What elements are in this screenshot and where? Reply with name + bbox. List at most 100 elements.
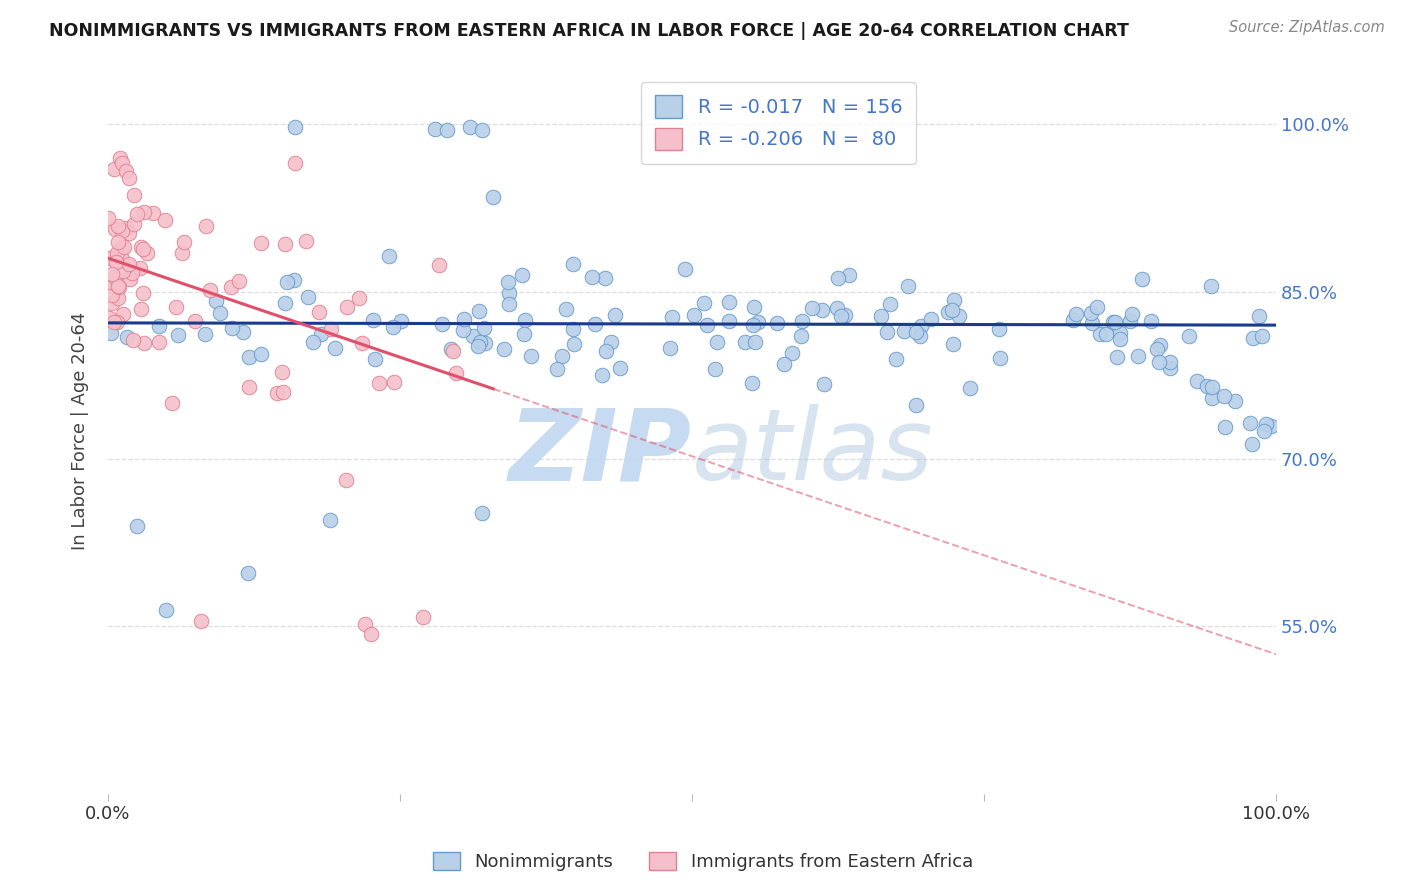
Point: [129, 301, 152, 316]
Point: [100, 296, 122, 310]
Point: [208, 305, 231, 319]
Y-axis label: In Labor Force | Age 20-64: In Labor Force | Age 20-64: [72, 312, 89, 550]
Point: [1081, 316, 1104, 330]
Point: [591, 368, 613, 383]
Point: [458, 120, 481, 134]
Point: [744, 335, 766, 350]
Point: [1126, 349, 1149, 363]
Point: [121, 266, 143, 280]
Point: [830, 309, 852, 323]
Point: [440, 342, 463, 356]
Point: [453, 311, 475, 326]
Point: [603, 308, 626, 322]
Point: [471, 123, 494, 137]
Point: [381, 320, 404, 334]
Point: [271, 364, 294, 378]
Point: [127, 206, 149, 220]
Point: [118, 272, 141, 286]
Point: [148, 319, 170, 334]
Point: [153, 213, 176, 227]
Point: [284, 156, 307, 170]
Point: [127, 519, 149, 533]
Point: [221, 321, 243, 335]
Point: [1201, 380, 1223, 394]
Point: [1121, 307, 1143, 321]
Point: [132, 335, 155, 350]
Point: [323, 341, 346, 355]
Point: [718, 294, 741, 309]
Point: [1108, 326, 1130, 340]
Point: [105, 255, 128, 269]
Point: [441, 343, 464, 358]
Point: [249, 236, 271, 251]
Point: [436, 123, 458, 137]
Point: [308, 305, 330, 319]
Point: [471, 506, 494, 520]
Point: [121, 333, 143, 347]
Point: [551, 349, 574, 363]
Point: [184, 314, 207, 328]
Point: [562, 322, 585, 336]
Point: [1104, 315, 1126, 329]
Point: [132, 242, 155, 256]
Point: [467, 303, 489, 318]
Point: [782, 346, 804, 360]
Point: [302, 335, 325, 350]
Point: [790, 328, 813, 343]
Point: [101, 287, 124, 301]
Point: [1062, 313, 1084, 327]
Point: [319, 322, 342, 336]
Point: [693, 296, 716, 310]
Point: [904, 325, 927, 339]
Point: [107, 235, 129, 250]
Point: [661, 310, 683, 325]
Point: [361, 312, 384, 326]
Point: [114, 221, 136, 235]
Point: [910, 329, 932, 343]
Point: [472, 321, 495, 335]
Point: [897, 279, 920, 293]
Point: [834, 308, 856, 322]
Point: [1140, 314, 1163, 328]
Point: [717, 314, 740, 328]
Point: [683, 308, 706, 322]
Point: [427, 259, 450, 273]
Point: [349, 291, 371, 305]
Point: [97, 211, 120, 226]
Point: [734, 334, 756, 349]
Point: [250, 347, 273, 361]
Point: [190, 614, 212, 628]
Point: [941, 303, 963, 318]
Text: Source: ZipAtlas.com: Source: ZipAtlas.com: [1229, 20, 1385, 35]
Point: [561, 257, 583, 271]
Point: [335, 473, 357, 487]
Text: atlas: atlas: [692, 404, 934, 501]
Point: [266, 386, 288, 401]
Point: [238, 380, 260, 394]
Point: [920, 312, 942, 326]
Point: [142, 206, 165, 220]
Point: [115, 330, 138, 344]
Point: [467, 339, 489, 353]
Point: [160, 396, 183, 410]
Point: [792, 314, 814, 328]
Point: [696, 318, 718, 333]
Point: [148, 334, 170, 349]
Point: [581, 269, 603, 284]
Point: [111, 252, 134, 266]
Point: [104, 221, 127, 235]
Point: [128, 261, 150, 276]
Point: [673, 261, 696, 276]
Point: [412, 610, 434, 624]
Point: [942, 337, 965, 351]
Point: [194, 326, 217, 341]
Point: [595, 270, 617, 285]
Point: [423, 121, 446, 136]
Point: [1095, 326, 1118, 341]
Point: [1149, 338, 1171, 352]
Point: [309, 326, 332, 341]
Point: [173, 235, 195, 249]
Text: ZIP: ZIP: [509, 404, 692, 501]
Point: [107, 278, 129, 293]
Point: [107, 219, 129, 233]
